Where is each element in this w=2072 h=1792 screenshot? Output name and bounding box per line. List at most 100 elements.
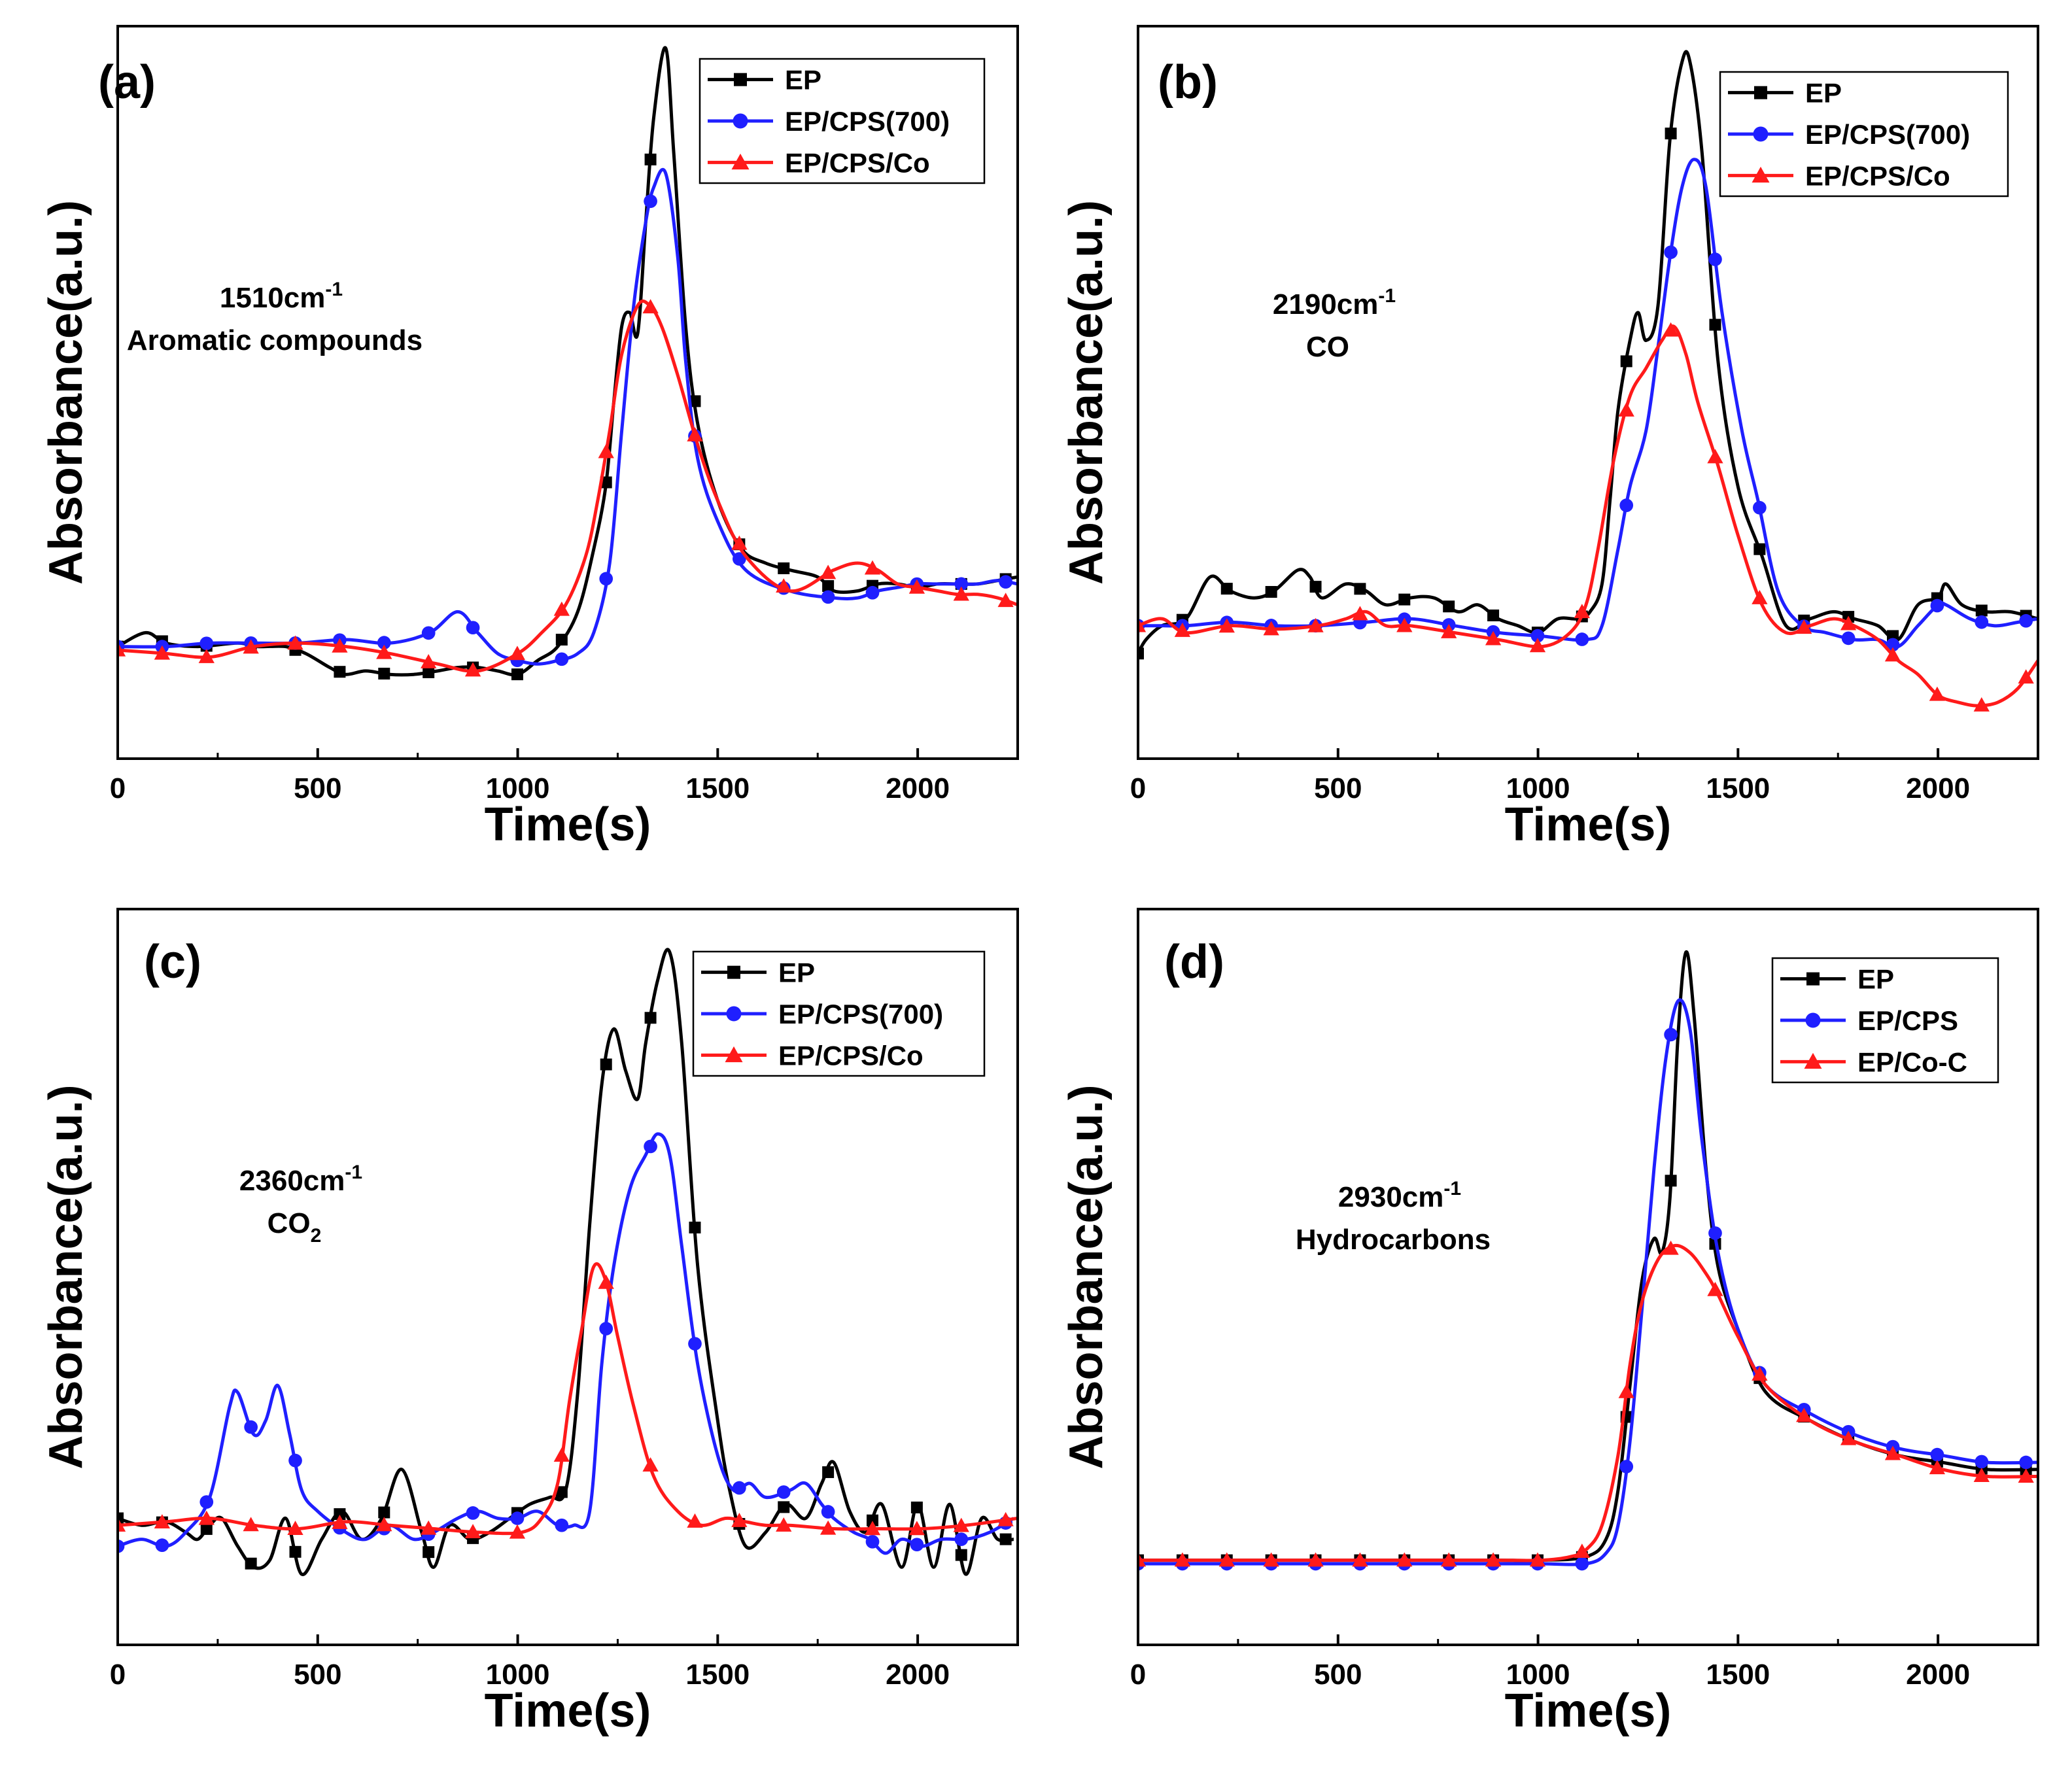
data-point — [865, 1534, 880, 1549]
data-point — [1930, 598, 1944, 613]
series-markers-2 — [1138, 322, 2034, 712]
data-point — [598, 443, 614, 458]
data-point — [1352, 606, 1368, 621]
data-point — [821, 1505, 835, 1519]
data-point — [642, 1457, 659, 1472]
y-axis-title: Absorbance(a.u.) — [40, 1084, 92, 1469]
data-point — [687, 427, 703, 441]
data-point — [689, 1221, 701, 1233]
data-point — [2019, 613, 2033, 628]
legend-marker — [733, 113, 748, 129]
data-point — [1620, 355, 1632, 368]
legend-label: EP — [785, 65, 821, 95]
data-point — [1485, 1552, 1502, 1567]
data-point — [1441, 623, 1457, 638]
data-point — [733, 1481, 746, 1495]
data-point — [1884, 647, 1901, 662]
data-point — [1618, 1383, 1634, 1398]
data-point — [553, 1447, 570, 1462]
data-point — [1708, 252, 1722, 266]
y-axis-title: Absorbance(a.u.) — [1060, 200, 1113, 585]
x-tick-label: 500 — [1314, 1659, 1362, 1691]
data-point — [644, 194, 657, 209]
legend-label: EP — [1857, 964, 1894, 995]
data-point — [1975, 1455, 1989, 1469]
legend-marker — [725, 1046, 743, 1063]
data-point — [1975, 615, 1989, 629]
data-point — [599, 572, 613, 586]
data-point — [2019, 1455, 2033, 1470]
data-point — [1753, 500, 1767, 515]
data-point — [642, 299, 659, 314]
data-point — [200, 1523, 213, 1535]
data-point — [334, 666, 346, 678]
data-point — [1663, 1240, 1679, 1255]
data-point — [1138, 617, 1147, 632]
x-tick-label: 500 — [1314, 772, 1362, 804]
annotation-wavenumber: 2930cm-1 — [1338, 1178, 1461, 1213]
data-point — [731, 535, 748, 550]
series-line-2 — [1138, 1243, 2038, 1562]
data-point — [378, 667, 390, 680]
data-point — [1930, 1447, 1944, 1462]
data-point — [731, 1512, 748, 1527]
x-tick-label: 0 — [1130, 772, 1146, 804]
series-markers-1 — [118, 1139, 1013, 1553]
data-point — [1443, 600, 1455, 613]
data-point — [1708, 1226, 1722, 1240]
data-point — [1574, 1543, 1590, 1558]
series-line-2 — [118, 299, 1018, 673]
x-tick-label: 0 — [110, 772, 126, 804]
data-point — [1396, 617, 1413, 632]
x-tick-label: 0 — [110, 1659, 126, 1691]
data-point — [1840, 1430, 1857, 1445]
data-point — [1664, 245, 1678, 260]
data-point — [1973, 1468, 1990, 1483]
data-point — [243, 1517, 259, 1532]
chart-panel-b: 0 500 1000 1500 2000 Time(s) Absorbance(a.u.) (… — [1060, 25, 2039, 851]
data-point — [908, 1521, 925, 1536]
data-point — [421, 654, 437, 668]
data-point — [1886, 638, 1900, 652]
data-point — [1665, 1175, 1677, 1187]
data-point — [199, 1495, 214, 1509]
data-point — [287, 635, 303, 650]
data-point — [1174, 1552, 1191, 1567]
data-point — [1884, 1445, 1901, 1460]
data-point — [118, 642, 126, 657]
data-point — [867, 1514, 879, 1526]
data-point — [1575, 1557, 1589, 1571]
data-point — [154, 1514, 171, 1528]
data-point — [511, 668, 523, 681]
data-point — [778, 562, 790, 574]
panel-label: (b) — [1158, 56, 1218, 109]
data-point — [997, 1511, 1014, 1526]
series-markers-0 — [1138, 128, 2032, 660]
data-point — [1753, 543, 1766, 555]
legend-marker — [1805, 1012, 1821, 1028]
data-point — [820, 564, 837, 579]
data-point — [1619, 498, 1634, 512]
legend-label: EP — [1805, 78, 1842, 109]
legend-label: EP/CPS/Co — [1805, 160, 1950, 191]
data-point — [1663, 322, 1679, 337]
data-point — [1575, 632, 1589, 646]
data-point — [1665, 128, 1677, 140]
series-markers-0 — [1138, 1175, 2032, 1566]
data-point — [1263, 1552, 1279, 1567]
data-point — [733, 552, 746, 566]
data-point — [1529, 638, 1546, 653]
data-point — [555, 1518, 569, 1532]
data-point — [1218, 1552, 1235, 1567]
data-point — [1707, 449, 1723, 464]
data-point — [421, 626, 436, 640]
data-point — [1618, 402, 1634, 417]
legend: EP EP/CPS EP/Co-C — [1771, 957, 1999, 1084]
data-point — [1973, 697, 1990, 712]
data-point — [118, 1517, 126, 1532]
data-point — [953, 586, 969, 601]
series-markers-1 — [1138, 1027, 2033, 1571]
data-point — [1709, 319, 1721, 331]
annotation-wavenumber: 1510cm-1 — [220, 279, 343, 314]
data-point — [244, 1420, 258, 1434]
